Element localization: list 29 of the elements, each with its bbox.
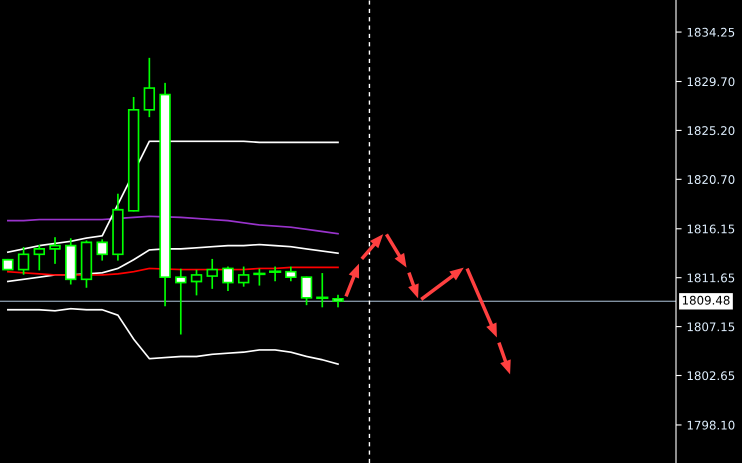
candlestick xyxy=(300,276,312,306)
candlestick xyxy=(238,266,250,287)
y-tick-label: 1816.15 xyxy=(688,224,734,234)
candlestick xyxy=(190,270,202,296)
candlestick xyxy=(96,239,108,261)
y-tick-label: 1811.65 xyxy=(688,273,734,282)
y-tick-label: 1825.20 xyxy=(688,126,734,136)
candlestick xyxy=(175,268,186,334)
y-tick-label: 1820.70 xyxy=(688,175,734,184)
candlestick xyxy=(268,266,282,282)
candlestick xyxy=(332,294,344,308)
y-tick-label: 1829.70 xyxy=(688,77,734,86)
y-tick-label: 1802.65 xyxy=(688,371,734,380)
candlestick xyxy=(316,273,328,308)
y-tick-label: 1807.15 xyxy=(688,322,734,332)
line-series xyxy=(7,215,339,235)
line-series xyxy=(7,308,339,365)
candlestick xyxy=(285,266,297,282)
candlestick xyxy=(49,237,61,264)
candlestick xyxy=(206,258,218,289)
candlestick xyxy=(18,246,30,275)
y-tick-label: 1834.25 xyxy=(688,28,734,37)
ref-line-label: 1809.48 xyxy=(682,296,730,305)
candlestick xyxy=(222,266,234,292)
candlestick xyxy=(34,244,46,270)
candlestick xyxy=(253,268,266,286)
y-tick-label: 1798.10 xyxy=(688,420,734,430)
candlestick xyxy=(144,58,156,118)
candlestick xyxy=(2,258,14,270)
